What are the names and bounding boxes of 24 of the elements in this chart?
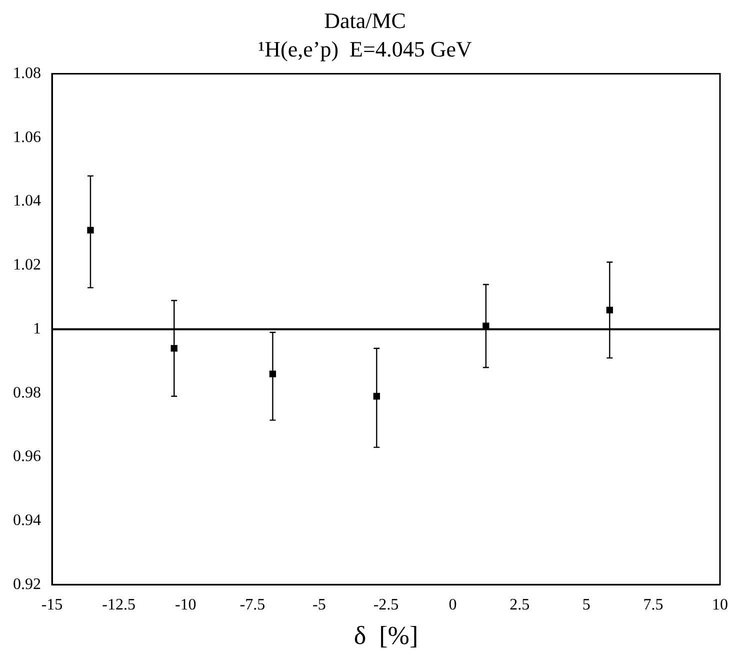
- chart-subtitle: ¹H(e,e’p) E=4.045 GeV: [258, 36, 472, 62]
- y-tick-label: 1.02: [13, 256, 41, 274]
- y-tick-label: 0.96: [13, 448, 41, 466]
- y-tick-label: 0.92: [13, 576, 41, 593]
- y-tick-label: 0.94: [13, 512, 41, 529]
- x-tick-label: -7.5: [240, 596, 266, 614]
- y-tick-label: 1: [33, 320, 41, 338]
- y-tick-label: 1.08: [13, 65, 41, 82]
- y-tick-label: 1.04: [13, 192, 41, 210]
- x-tick-label: -5: [312, 596, 326, 614]
- chart-title: Data/MC: [324, 8, 406, 33]
- y-tick-label: 0.98: [13, 384, 41, 402]
- x-tick-label: -15: [41, 596, 63, 614]
- x-tick-label: -10: [174, 596, 196, 614]
- x-tick-label: -12.5: [102, 596, 136, 614]
- x-tick-label: 2.5: [510, 596, 530, 614]
- x-tick-label: 10: [712, 596, 728, 614]
- x-axis-title: δ [%]: [354, 621, 418, 650]
- point: [87, 226, 94, 234]
- x-tick-label: 7.5: [643, 596, 664, 614]
- x-tick-label: 5: [582, 596, 590, 614]
- x-tick-label: -2.5: [373, 596, 399, 614]
- y-tick-label: 1.06: [13, 128, 41, 146]
- x-tick-label: 0: [448, 596, 457, 614]
